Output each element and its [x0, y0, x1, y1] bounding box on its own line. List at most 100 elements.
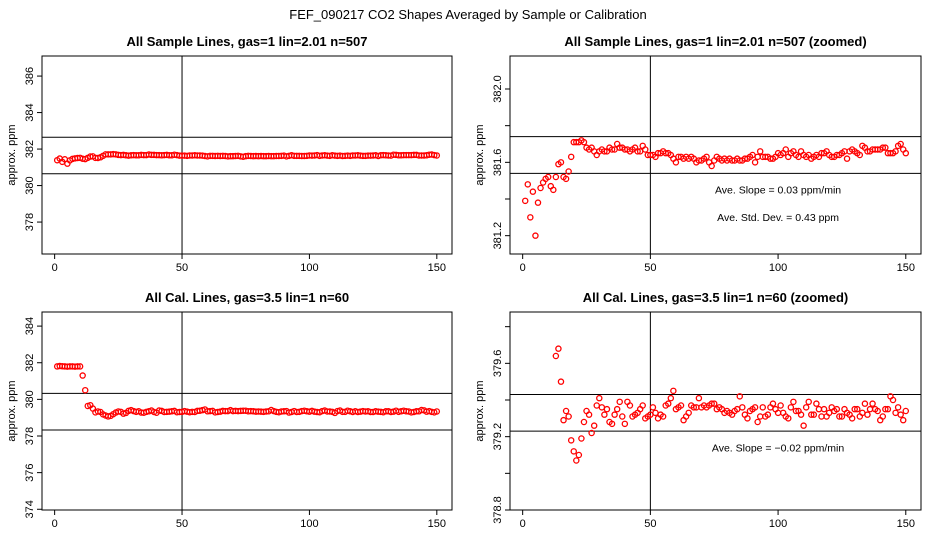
x-tick-label: 150: [897, 262, 915, 274]
plot-box: [509, 55, 922, 255]
data-point: [879, 413, 887, 420]
data-point: [580, 138, 588, 146]
data-point: [567, 437, 575, 444]
data-point: [884, 405, 892, 413]
data-point: [560, 416, 567, 424]
data-point: [74, 363, 81, 370]
y-tick-label: 382.0: [492, 75, 504, 103]
data-point: [892, 409, 899, 417]
data-point: [578, 435, 585, 442]
y-axis-label: approx. ppm: [474, 124, 486, 185]
data-point: [649, 404, 657, 411]
data-point: [667, 394, 675, 402]
panel-4: All Cal. Lines, gas=3.5 lin=1 n=60 (zoom…: [474, 196, 922, 530]
data-point: [642, 146, 649, 153]
data-point: [590, 422, 598, 429]
data-point: [894, 404, 902, 411]
data-point: [555, 345, 562, 352]
y-tick-label: 378.8: [492, 496, 504, 524]
main-title: FEF_090217 CO2 Shapes Averaged by Sample…: [289, 7, 646, 22]
data-point: [593, 402, 600, 409]
data-point: [608, 420, 616, 428]
data-point: [861, 400, 869, 407]
x-tick-label: 0: [52, 518, 58, 530]
data-point: [792, 407, 800, 415]
data-point: [843, 155, 851, 162]
y-axis-label: approx. ppm: [6, 124, 18, 185]
data-point: [902, 407, 910, 415]
data-point: [562, 175, 570, 183]
data-point: [802, 404, 810, 411]
y-axis: 374 376 378 380 382 384: [24, 317, 42, 518]
x-axis: 0 50 100 150: [520, 510, 915, 530]
x-tick-label: 50: [176, 518, 188, 530]
data-point: [626, 402, 634, 409]
data-point: [797, 411, 805, 418]
y-tick-label: 376: [24, 463, 36, 481]
data-point: [659, 413, 667, 420]
data-point: [808, 411, 815, 418]
data-point: [787, 404, 795, 411]
data-point: [739, 404, 746, 411]
x-axis: 0 50 100 150: [520, 254, 915, 274]
x-tick-label: 100: [300, 518, 318, 530]
data-point: [115, 408, 122, 415]
data-point: [616, 398, 623, 406]
y-tick-label: 386: [24, 67, 36, 85]
x-tick-label: 50: [176, 262, 188, 274]
annotation: Ave. Std. Dev. = 0.43 ppm: [717, 212, 839, 224]
panel-title: All Sample Lines, gas=1 lin=2.01 n=507: [127, 34, 368, 49]
data-point: [573, 457, 580, 464]
data-point: [562, 407, 570, 415]
data-point: [94, 408, 102, 415]
y-axis-label: approx. ppm: [474, 380, 486, 441]
data-point: [552, 173, 560, 181]
data-point: [902, 149, 910, 157]
data-point: [565, 413, 572, 420]
data-point: [585, 411, 593, 418]
data-point: [777, 402, 784, 409]
y-tick-label: 384: [24, 103, 36, 121]
data-point: [708, 162, 715, 170]
data-point: [805, 398, 812, 406]
data-point: [601, 411, 608, 418]
data-point: [892, 148, 899, 155]
y-axis: 378 380 382 384 386: [24, 67, 42, 231]
data-point: [695, 394, 703, 402]
y-tick-label: 382: [24, 354, 36, 372]
data-point: [565, 168, 572, 175]
y-tick-label: 381.2: [492, 222, 504, 250]
data-point: [619, 413, 626, 420]
data-point: [833, 405, 841, 413]
data-point: [81, 386, 89, 394]
data-point: [836, 413, 843, 420]
data-point: [756, 148, 764, 155]
x-axis: 0 50 100 150: [52, 254, 446, 274]
data-point: [754, 418, 761, 426]
y-axis-label: approx. ppm: [6, 380, 18, 441]
data-point: [567, 153, 575, 161]
data-point: [800, 422, 807, 429]
x-axis: 0 50 100 150: [52, 510, 446, 530]
data-point: [524, 181, 532, 188]
data-point: [433, 152, 441, 159]
data-point: [751, 404, 759, 411]
data-point: [551, 196, 556, 201]
x-tick-label: 50: [644, 262, 656, 274]
data-point: [537, 184, 544, 192]
x-tick-label: 0: [520, 262, 526, 274]
data-point: [820, 405, 828, 413]
x-tick-label: 0: [52, 262, 58, 274]
data-point: [736, 393, 744, 400]
data-point: [104, 413, 112, 420]
data-point: [601, 148, 608, 155]
data-point: [552, 352, 560, 360]
x-tick-label: 100: [769, 262, 787, 274]
y-tick-label: 380: [24, 390, 36, 408]
data-points: [551, 196, 910, 464]
data-point: [431, 151, 438, 159]
data-point: [611, 411, 618, 418]
data-points: [53, 150, 441, 167]
panel-1: All Sample Lines, gas=1 lin=2.01 n=507 0 5…: [6, 34, 453, 274]
data-point: [751, 159, 759, 166]
